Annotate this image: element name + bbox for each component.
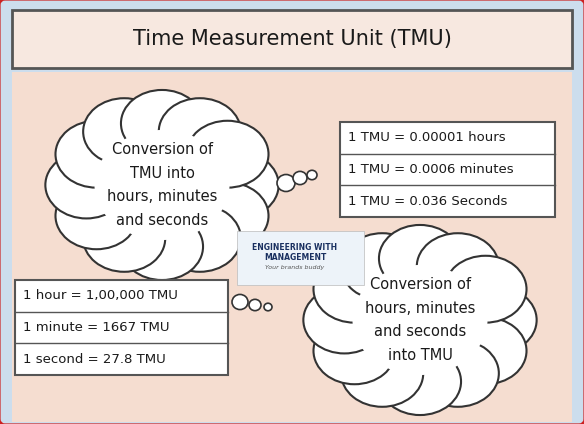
Text: 1 second = 27.8 TMU: 1 second = 27.8 TMU: [23, 353, 166, 365]
Ellipse shape: [186, 121, 269, 188]
Ellipse shape: [379, 348, 461, 415]
Ellipse shape: [232, 294, 248, 310]
Text: Conversion of
hours, minutes
and seconds
into TMU: Conversion of hours, minutes and seconds…: [365, 277, 475, 363]
Ellipse shape: [277, 175, 295, 192]
FancyBboxPatch shape: [12, 10, 572, 68]
Ellipse shape: [83, 98, 165, 165]
Text: Conversion of
TMU into
hours, minutes
and seconds: Conversion of TMU into hours, minutes an…: [107, 142, 217, 228]
Ellipse shape: [444, 256, 527, 323]
Ellipse shape: [83, 205, 165, 272]
Ellipse shape: [293, 171, 307, 184]
Text: Your brands buddy: Your brands buddy: [265, 265, 325, 271]
Ellipse shape: [454, 287, 537, 354]
Ellipse shape: [264, 303, 272, 311]
Text: MANAGEMENT: MANAGEMENT: [264, 254, 326, 262]
Ellipse shape: [55, 121, 138, 188]
Ellipse shape: [379, 225, 461, 292]
Ellipse shape: [46, 151, 127, 218]
Ellipse shape: [307, 170, 317, 180]
Ellipse shape: [121, 213, 203, 280]
Text: ENGINEERING WITH: ENGINEERING WITH: [252, 243, 338, 253]
FancyBboxPatch shape: [15, 280, 228, 375]
Ellipse shape: [95, 130, 230, 240]
Ellipse shape: [197, 151, 279, 218]
Text: 1 minute = 1667 TMU: 1 minute = 1667 TMU: [23, 321, 169, 334]
Ellipse shape: [121, 90, 203, 157]
Ellipse shape: [303, 287, 385, 354]
Ellipse shape: [341, 233, 423, 300]
Ellipse shape: [314, 256, 395, 323]
Ellipse shape: [55, 182, 138, 249]
Ellipse shape: [417, 233, 499, 300]
Text: Time Measurement Unit (TMU): Time Measurement Unit (TMU): [133, 29, 451, 49]
Text: 1 TMU = 0.0006 minutes: 1 TMU = 0.0006 minutes: [348, 163, 513, 176]
Ellipse shape: [186, 182, 269, 249]
Text: 1 hour = 1,00,000 TMU: 1 hour = 1,00,000 TMU: [23, 289, 178, 302]
Ellipse shape: [417, 340, 499, 407]
Text: 1 TMU = 0.036 Seconds: 1 TMU = 0.036 Seconds: [348, 195, 507, 208]
FancyBboxPatch shape: [237, 231, 364, 285]
FancyBboxPatch shape: [340, 122, 555, 217]
Ellipse shape: [249, 299, 261, 311]
Ellipse shape: [159, 205, 241, 272]
Ellipse shape: [159, 98, 241, 165]
Ellipse shape: [314, 317, 395, 384]
Ellipse shape: [353, 265, 488, 375]
Text: 1 TMU = 0.00001 hours: 1 TMU = 0.00001 hours: [348, 131, 506, 144]
Ellipse shape: [341, 340, 423, 407]
Ellipse shape: [444, 317, 527, 384]
FancyBboxPatch shape: [12, 72, 572, 422]
